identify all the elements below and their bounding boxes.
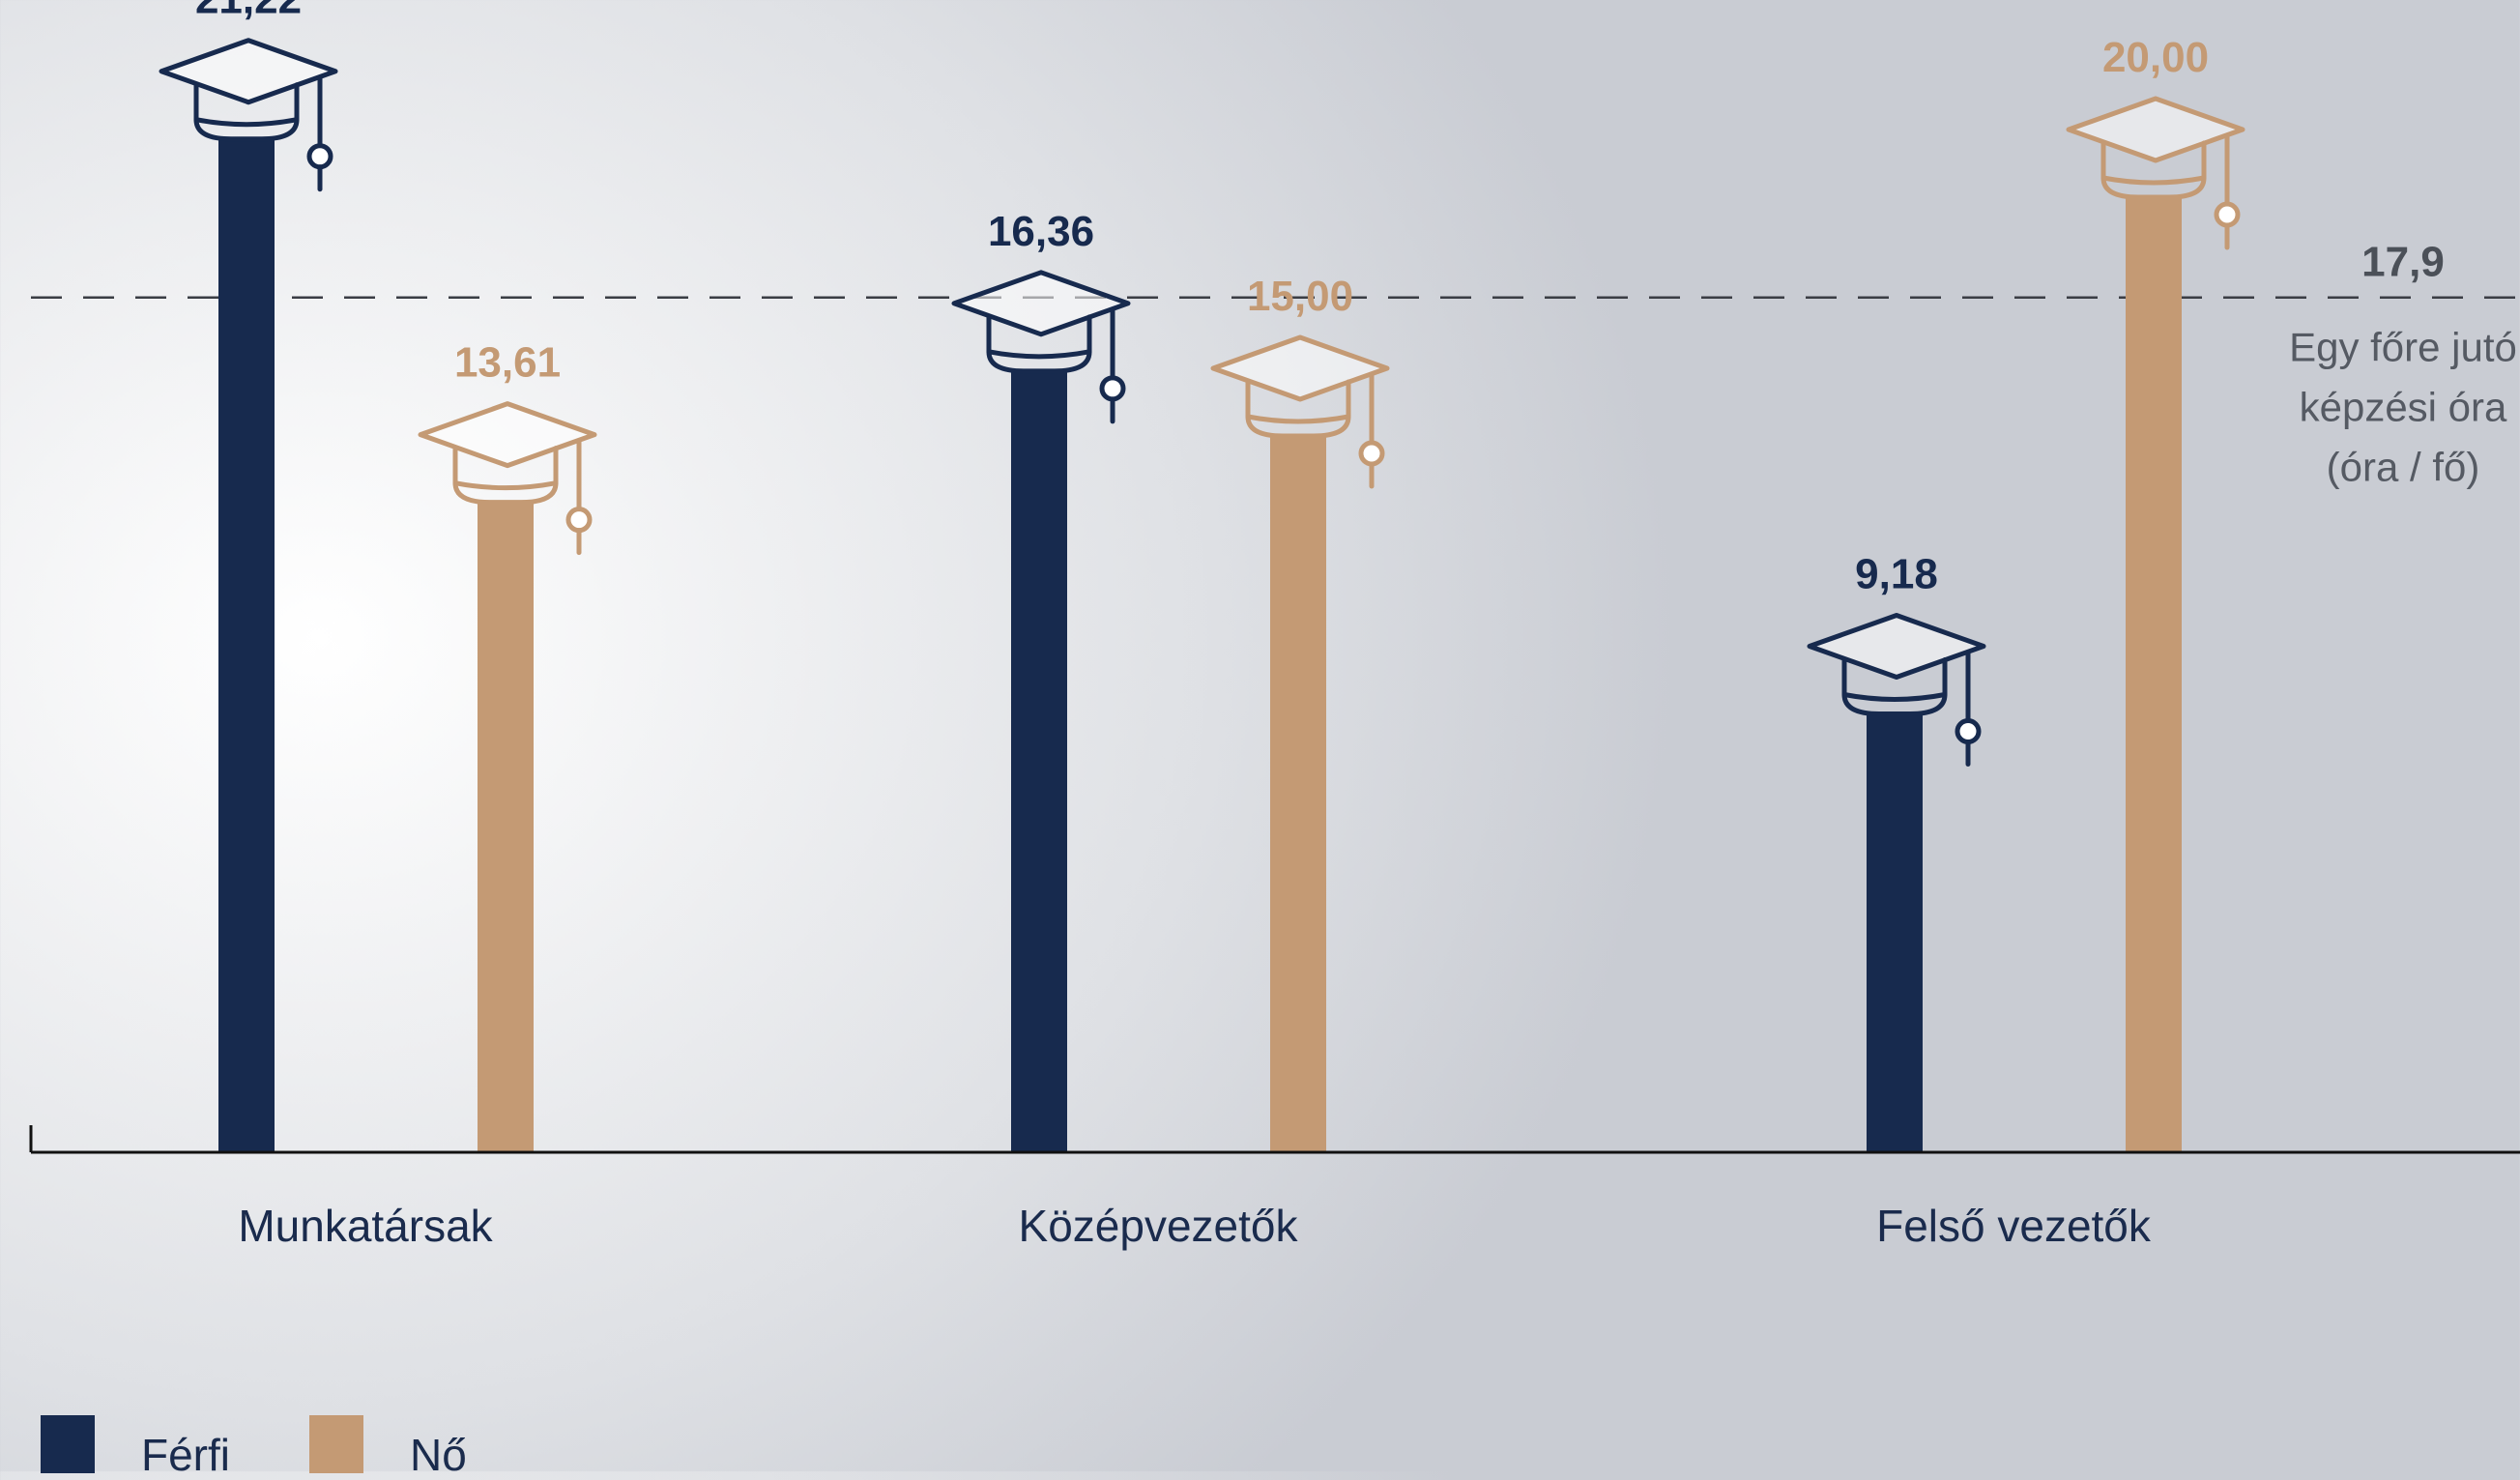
reference-value-label: 17,9 xyxy=(2361,239,2445,286)
reference-note-line: Egy főre jutó xyxy=(2289,325,2517,370)
bar-ferfi-felso-vezetok xyxy=(1867,713,1923,1152)
legend-item-no: Nő xyxy=(309,1415,467,1477)
reference-layer: 17,9 Egy főre jutó képzési óra (óra / fő) xyxy=(31,239,2520,490)
bar-no-felso-vezetok xyxy=(2126,197,2182,1152)
value-label-no-munkatarsak: 13,61 xyxy=(454,339,561,387)
bar-group-ferfi-kozepvezetok: 16,36 xyxy=(951,208,1131,1152)
value-label-ferfi-munkatarsak: 21,22 xyxy=(195,0,302,23)
axis-layer: Munkatársak Középvezetők Felső vezetők xyxy=(29,1125,2520,1251)
bar-ferfi-kozepvezetok xyxy=(1011,370,1067,1152)
graduation-cap-icon xyxy=(951,270,1131,424)
bars-layer: 21,22 16,36 9,18 13,61 15,00 20,00 xyxy=(159,0,2245,1153)
legend-swatch-no xyxy=(309,1415,363,1473)
category-label-felso-vezetok: Felső vezetők xyxy=(1876,1201,2152,1251)
category-label-munkatarsak: Munkatársak xyxy=(238,1201,493,1251)
bar-group-no-kozepvezetok: 15,00 xyxy=(1210,273,1390,1152)
legend-label-ferfi: Férfi xyxy=(141,1430,230,1480)
value-label-ferfi-felso-vezetok: 9,18 xyxy=(1855,551,1938,598)
graduation-cap-icon xyxy=(1807,613,1986,768)
value-label-no-felso-vezetok: 20,00 xyxy=(2102,34,2209,81)
value-label-ferfi-kozepvezetok: 16,36 xyxy=(988,208,1094,255)
graduation-cap-icon xyxy=(2066,96,2245,250)
graduation-cap-icon xyxy=(159,38,338,192)
legend-label-no: Nő xyxy=(410,1430,467,1480)
bar-group-no-felso-vezetok: 20,00 xyxy=(2066,34,2245,1152)
bar-no-munkatarsak xyxy=(478,502,534,1152)
legend-item-ferfi: Férfi xyxy=(41,1415,230,1477)
value-label-no-kozepvezetok: 15,00 xyxy=(1247,273,1353,320)
bar-no-kozepvezetok xyxy=(1270,436,1326,1152)
reference-note-line: (óra / fő) xyxy=(2327,445,2480,490)
legend-swatch-ferfi xyxy=(41,1415,95,1473)
bar-group-no-munkatarsak: 13,61 xyxy=(418,339,597,1152)
legend: Férfi Nő xyxy=(41,1415,546,1477)
graduation-cap-icon xyxy=(1210,334,1390,489)
bar-ferfi-munkatarsak xyxy=(218,138,275,1153)
graduation-cap-icon xyxy=(418,401,597,556)
bar-group-ferfi-felso-vezetok: 9,18 xyxy=(1807,551,1986,1152)
category-label-kozepvezetok: Középvezetők xyxy=(1019,1201,1299,1251)
bar-group-ferfi-munkatarsak: 21,22 xyxy=(159,0,338,1153)
reference-note-line: képzési óra xyxy=(2300,385,2507,430)
